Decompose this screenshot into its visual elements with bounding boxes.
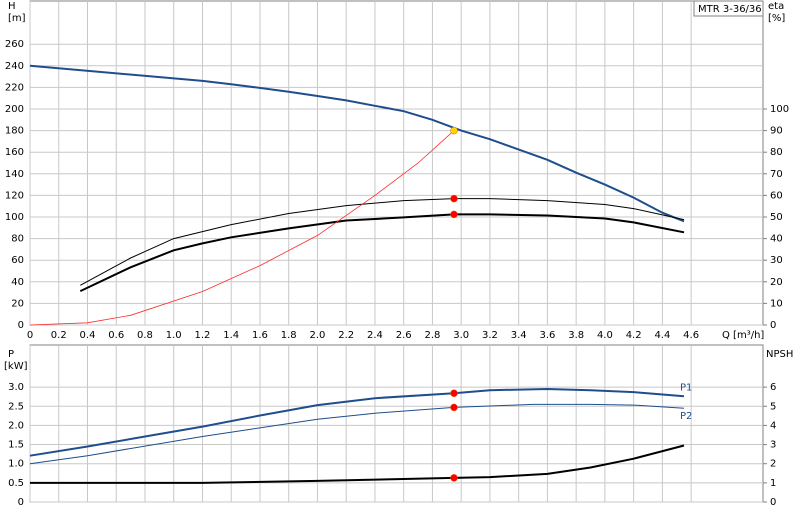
y2-tick-label: 30 xyxy=(770,255,783,266)
x-tick-label: 3.2 xyxy=(482,330,498,341)
duty-point xyxy=(450,194,458,203)
y-tick-label: 240 xyxy=(5,61,24,72)
y-tick-label: 20 xyxy=(11,298,24,309)
y2-tick-label: 20 xyxy=(770,277,783,288)
y2-tick-label: 3 xyxy=(770,440,776,451)
y2-tick-label: 6 xyxy=(770,382,776,393)
top-frame xyxy=(29,0,764,326)
y2-tick-label: 60 xyxy=(770,190,783,201)
y-tick-label: 40 xyxy=(11,277,24,288)
x-tick-label: 0.6 xyxy=(108,330,124,341)
x-tick-label: 3.8 xyxy=(568,330,584,341)
y2-tick-label: 0 xyxy=(770,320,776,331)
y-tick-label: 2.5 xyxy=(8,401,24,412)
x-tick-label: 2.8 xyxy=(424,330,440,341)
x-tick-label: 1.0 xyxy=(166,330,182,341)
x-tick-label: 1.2 xyxy=(195,330,211,341)
y2-tick-label: 4 xyxy=(770,420,776,431)
curve xyxy=(29,130,455,326)
eta-label: eta xyxy=(768,1,784,12)
legend-label: P1 xyxy=(680,382,692,393)
y2-tick-label: 90 xyxy=(770,126,783,137)
y2-tick-label: 100 xyxy=(770,104,789,115)
x-tick-label: 2.6 xyxy=(396,330,412,341)
x-tick-label: 2.0 xyxy=(309,330,325,341)
x-tick-label: 4.6 xyxy=(683,330,699,341)
y-tick-label: 0 xyxy=(18,497,24,508)
curve xyxy=(80,198,685,286)
eta-unit: [%] xyxy=(768,13,785,24)
y-tick-label: 140 xyxy=(5,169,24,180)
y2-tick-label: 10 xyxy=(770,298,783,309)
curve xyxy=(29,64,685,223)
y-tick-label: 3.0 xyxy=(8,382,24,393)
y-tick-label: 60 xyxy=(11,255,24,266)
duty-point xyxy=(450,403,458,412)
y-tick-label: 1.0 xyxy=(8,459,24,470)
y-tick-label: 0 xyxy=(18,320,24,331)
y2-tick-label: 0 xyxy=(770,497,776,508)
y-tick-label: 220 xyxy=(5,82,24,93)
duty-point xyxy=(450,210,458,219)
h-label: H xyxy=(8,1,16,12)
y-tick-label: 1.5 xyxy=(8,440,24,451)
y-tick-label: 80 xyxy=(11,234,24,245)
x-tick-label: 0.8 xyxy=(137,330,153,341)
y-tick-label: 0.5 xyxy=(8,478,24,489)
y2-tick-label: 1 xyxy=(770,478,776,489)
legend-label: P2 xyxy=(680,411,692,422)
x-tick-label: 0.2 xyxy=(51,330,67,341)
x-tick-label: 2.4 xyxy=(367,330,383,341)
x-tick-label: 4.0 xyxy=(597,330,613,341)
model-box xyxy=(693,0,764,17)
curve xyxy=(79,213,685,293)
x-tick-label: 0 xyxy=(27,330,33,341)
x-tick-label: 3.4 xyxy=(511,330,527,341)
y2-tick-label: 70 xyxy=(770,169,783,180)
y2-tick-label: 2 xyxy=(770,459,776,470)
x-tick-label: 4.4 xyxy=(654,330,670,341)
x-axis-label: Q [m³/h] xyxy=(722,330,764,341)
y2-tick-label: 40 xyxy=(770,234,783,245)
x-tick-label: 1.8 xyxy=(281,330,297,341)
y2-tick-label: 50 xyxy=(770,212,783,223)
y2-tick-label: 80 xyxy=(770,147,783,158)
curve xyxy=(30,444,685,484)
y-tick-label: 2.0 xyxy=(8,420,24,431)
p-label: P xyxy=(8,349,14,360)
duty-point xyxy=(450,126,458,135)
npsh-label: NPSH xyxy=(766,349,793,360)
x-tick-label: 0.4 xyxy=(80,330,96,341)
p-unit: [kW] xyxy=(4,361,28,372)
model-label: MTR 3-36/36 xyxy=(698,4,762,15)
x-tick-label: 2.2 xyxy=(338,330,354,341)
x-tick-label: 4.2 xyxy=(626,330,642,341)
duty-point xyxy=(450,389,458,397)
y2-tick-label: 5 xyxy=(770,401,776,412)
x-tick-label: 3.6 xyxy=(539,330,555,341)
duty-point xyxy=(450,474,458,482)
x-tick-label: 1.4 xyxy=(223,330,239,341)
y-tick-label: 200 xyxy=(5,104,24,115)
curve xyxy=(29,387,685,457)
y-tick-label: 120 xyxy=(5,190,24,201)
y-tick-label: 180 xyxy=(5,126,24,137)
h-unit: [m] xyxy=(8,13,26,24)
curve xyxy=(29,403,685,465)
x-tick-label: 1.6 xyxy=(252,330,268,341)
y-tick-label: 160 xyxy=(5,147,24,158)
y-tick-label: 260 xyxy=(5,39,24,50)
y-tick-label: 100 xyxy=(5,212,24,223)
x-tick-label: 3.0 xyxy=(453,330,469,341)
